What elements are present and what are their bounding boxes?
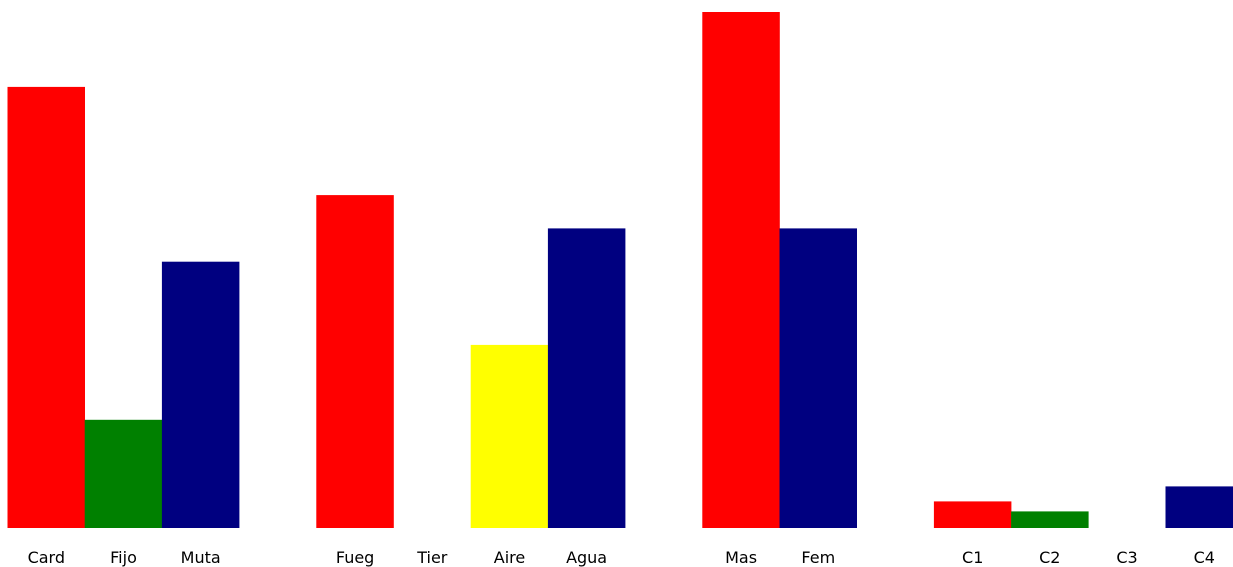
bar-fijo	[84, 419, 163, 528]
bar-c1	[933, 501, 1012, 528]
x-tick-label-c2: C2	[1039, 548, 1060, 567]
bar-agua	[547, 228, 626, 528]
x-tick-label-c4: C4	[1194, 548, 1215, 567]
x-tick-label-c1: C1	[962, 548, 983, 567]
bars-layer	[7, 12, 1233, 529]
x-tick-label-c3: C3	[1116, 548, 1137, 567]
x-tick-label-agua: Agua	[566, 548, 607, 567]
x-tick-label-fem: Fem	[801, 548, 835, 567]
x-tick-label-aire: Aire	[494, 548, 525, 567]
tick-labels-layer: Card Fijo Muta Fueg Tier Aire Agua Mas Fem C1 C2 C3…	[28, 548, 1215, 567]
x-tick-label-tier: Tier	[416, 548, 448, 567]
bar-c2	[1011, 511, 1089, 528]
bar-c4	[1165, 486, 1233, 528]
bar-aire	[470, 344, 549, 528]
x-tick-label-fijo: Fijo	[110, 548, 137, 567]
x-tick-label-card: Card	[28, 548, 65, 567]
bar-mas	[702, 12, 780, 528]
bar-card	[7, 86, 85, 529]
bar-fueg	[316, 195, 394, 528]
x-tick-label-muta: Muta	[181, 548, 221, 567]
bar-muta	[161, 261, 240, 528]
x-tick-label-mas: Mas	[725, 548, 757, 567]
bar-fem	[779, 228, 857, 528]
x-tick-label-fueg: Fueg	[336, 548, 374, 567]
